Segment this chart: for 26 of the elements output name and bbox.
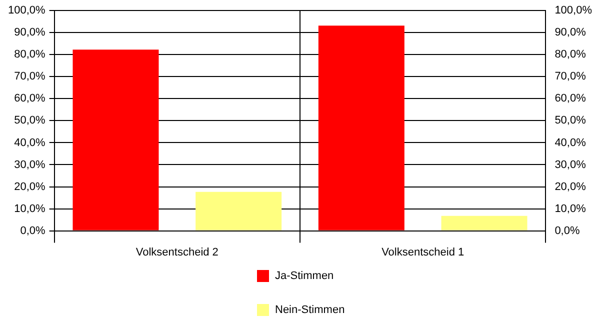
- y2-tick-label: 30,0%: [554, 158, 586, 171]
- y-tick-label: 60,0%: [14, 92, 46, 105]
- y2-tick-label: 10,0%: [554, 202, 586, 215]
- y2-tick-label: 0,0%: [554, 224, 580, 237]
- y-tick-label: 20,0%: [14, 180, 46, 193]
- y-tick-label: 0,0%: [20, 224, 46, 237]
- y2-tick-label: 70,0%: [554, 70, 586, 83]
- legend-label: Nein-Stimmen: [275, 304, 345, 316]
- y-tick-label: 80,0%: [14, 48, 46, 61]
- y2-tick-label: 100,0%: [554, 4, 592, 17]
- y2-tick-label: 80,0%: [554, 48, 586, 61]
- x-tick-label: Volksentscheid 1: [382, 246, 464, 258]
- legend-label: Ja-Stimmen: [275, 270, 334, 282]
- y2-tick-label: 40,0%: [554, 136, 586, 149]
- y-tick-label: 40,0%: [14, 136, 46, 149]
- y-tick-label: 100,0%: [8, 4, 46, 17]
- y-tick-label: 90,0%: [14, 26, 46, 39]
- y-tick-label: 50,0%: [14, 114, 46, 127]
- y-tick-label: 70,0%: [14, 70, 46, 83]
- y2-tick-label: 20,0%: [554, 180, 586, 193]
- y-tick-label: 30,0%: [14, 158, 46, 171]
- x-tick-label: Volksentscheid 2: [136, 246, 218, 258]
- y-tick-label: 10,0%: [14, 202, 46, 215]
- y2-tick-label: 50,0%: [554, 114, 586, 127]
- y2-tick-label: 60,0%: [554, 92, 586, 105]
- y2-tick-label: 90,0%: [554, 26, 586, 39]
